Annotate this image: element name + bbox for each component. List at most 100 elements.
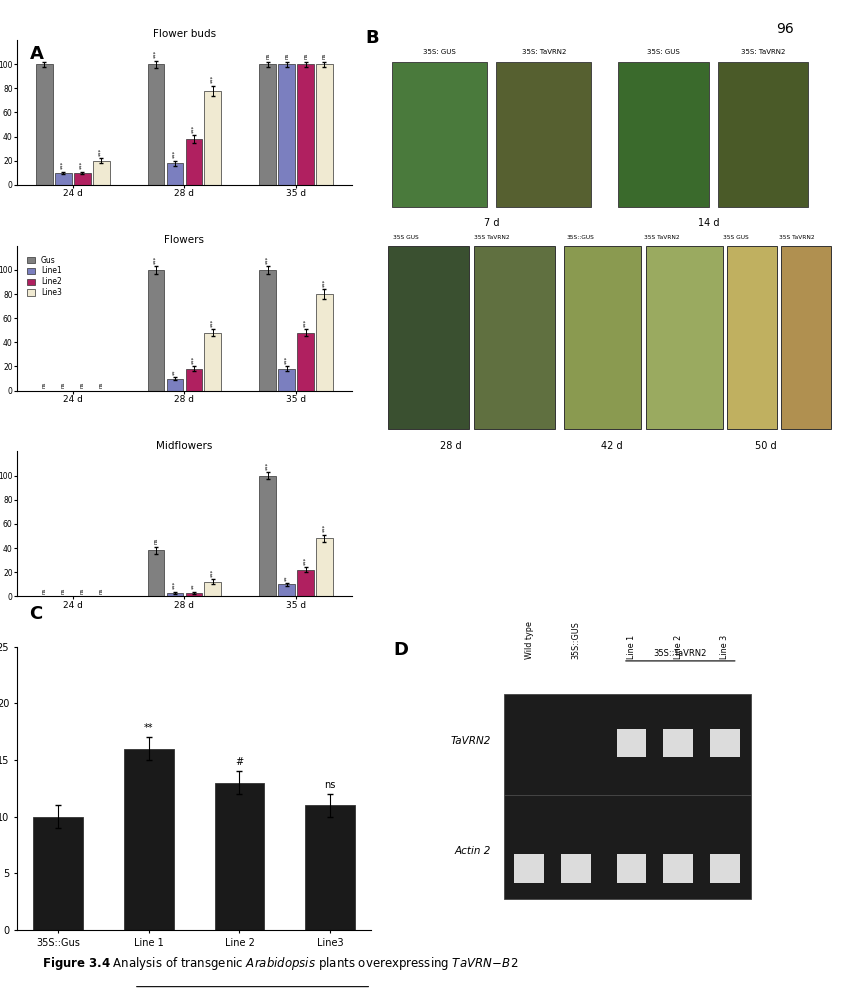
Bar [186, 139, 203, 185]
Text: ***: *** [284, 356, 289, 364]
Text: Line 1: Line 1 [627, 635, 636, 659]
Text: ***: *** [210, 318, 215, 327]
Text: 7 d: 7 d [484, 218, 500, 228]
Text: ns: ns [99, 382, 104, 388]
Bar [297, 64, 314, 185]
Text: ns: ns [325, 780, 336, 790]
Text: $\bf{Figure\ 3.4}$ Analysis of transgenic $\it{Arabidopsis}$ plants overexpressi: $\bf{Figure\ 3.4}$ Analysis of transgeni… [42, 955, 518, 972]
Bar [710, 729, 740, 757]
Text: ns: ns [41, 588, 46, 594]
Bar [663, 729, 693, 757]
Bar [148, 64, 165, 185]
Text: ***: *** [303, 557, 308, 565]
Text: ns: ns [154, 538, 159, 544]
Bar [297, 570, 314, 596]
Bar [214, 783, 264, 930]
Bar [316, 64, 333, 185]
Text: 35S TaVRN2: 35S TaVRN2 [644, 235, 679, 240]
Text: 35S: TaVRN2: 35S: TaVRN2 [522, 49, 566, 55]
Text: ***: *** [154, 256, 159, 264]
Text: ***: *** [210, 569, 215, 577]
Text: ***: *** [210, 75, 215, 83]
Text: ***: *** [172, 581, 177, 589]
Text: ***: *** [192, 125, 197, 133]
Text: 35S TaVRN2: 35S TaVRN2 [474, 235, 510, 240]
Bar [718, 62, 809, 207]
Text: C: C [30, 605, 43, 623]
Text: ***: *** [79, 161, 84, 169]
Text: ns: ns [79, 382, 84, 388]
Text: Line 3: Line 3 [721, 635, 729, 659]
Text: **: ** [284, 575, 289, 581]
Text: ns: ns [99, 588, 104, 594]
Text: ***: *** [265, 256, 270, 264]
Text: ***: *** [154, 50, 159, 58]
Text: ***: *** [322, 524, 327, 532]
Text: A: A [30, 45, 43, 63]
Text: ***: *** [322, 279, 327, 287]
Text: 14 d: 14 d [698, 218, 720, 228]
Text: ns: ns [79, 588, 84, 594]
Bar [663, 854, 693, 883]
Bar [166, 593, 183, 596]
Text: **: ** [172, 369, 177, 375]
Text: B: B [365, 29, 379, 47]
Bar [259, 476, 276, 596]
Bar [710, 854, 740, 883]
Text: ***: *** [99, 148, 104, 156]
Text: TaVRN2: TaVRN2 [451, 736, 491, 746]
Text: 35S GUS: 35S GUS [393, 235, 419, 240]
Text: Actin 2: Actin 2 [455, 846, 491, 856]
Text: Wild type: Wild type [525, 621, 534, 659]
Bar [565, 246, 641, 429]
Text: 50 d: 50 d [755, 441, 776, 451]
Title: Midflowers: Midflowers [156, 441, 213, 451]
Title: Flowers: Flowers [165, 235, 204, 245]
Bar [93, 161, 110, 185]
Text: ***: *** [172, 150, 177, 158]
Bar [473, 246, 555, 429]
Text: ns: ns [303, 53, 308, 59]
Title: Flower buds: Flower buds [153, 29, 216, 39]
Bar [561, 854, 591, 883]
Bar [646, 246, 722, 429]
Text: #: # [235, 757, 244, 767]
Text: ns: ns [322, 53, 327, 59]
Text: 35S GUS: 35S GUS [723, 235, 749, 240]
Text: **: ** [144, 723, 154, 733]
Text: ***: *** [265, 461, 270, 470]
Bar [392, 62, 487, 207]
Bar [515, 854, 544, 883]
Bar [124, 749, 174, 930]
Bar [259, 270, 276, 391]
Bar [204, 333, 221, 391]
Text: ns: ns [61, 588, 66, 594]
Bar [36, 64, 52, 185]
Bar [316, 538, 333, 596]
Text: 35S::GUS: 35S::GUS [571, 621, 581, 659]
Text: 35S: GUS: 35S: GUS [424, 49, 457, 55]
Text: 28 d: 28 d [441, 441, 462, 451]
Bar [279, 64, 295, 185]
Bar [496, 62, 592, 207]
Text: ns: ns [284, 53, 289, 59]
Legend: Gus, Line1, Line2, Line3: Gus, Line1, Line2, Line3 [24, 252, 65, 300]
Text: ***: *** [192, 356, 197, 364]
Text: 35S::GUS: 35S::GUS [566, 235, 594, 240]
Bar [279, 369, 295, 391]
Bar [388, 246, 469, 429]
Text: 35S: TaVRN2: 35S: TaVRN2 [741, 49, 786, 55]
Bar [148, 270, 165, 391]
Bar [166, 379, 183, 391]
Bar [279, 584, 295, 596]
Bar [504, 694, 750, 899]
Bar [306, 805, 355, 930]
Text: 35S::TaVRN2: 35S::TaVRN2 [653, 649, 707, 658]
Bar [186, 369, 203, 391]
Bar [316, 294, 333, 391]
Text: 35S TaVRN2: 35S TaVRN2 [779, 235, 815, 240]
Text: ***: *** [61, 161, 66, 169]
Text: ns: ns [265, 53, 270, 59]
Text: **: ** [192, 584, 197, 589]
Bar [727, 246, 776, 429]
